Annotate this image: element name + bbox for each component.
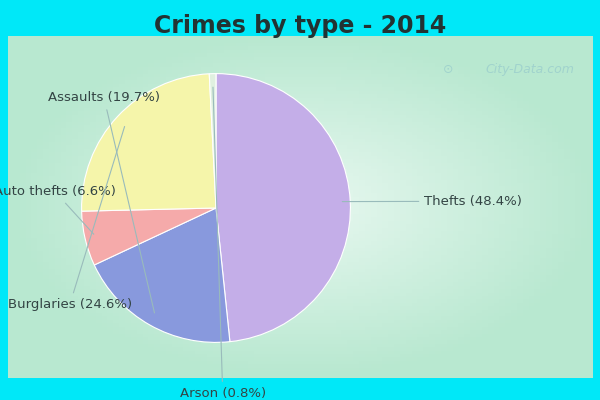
Wedge shape (209, 74, 216, 208)
Text: Thefts (48.4%): Thefts (48.4%) (342, 195, 522, 208)
Text: City-Data.com: City-Data.com (486, 63, 575, 76)
Text: ⊙: ⊙ (443, 63, 454, 76)
Wedge shape (82, 74, 216, 211)
Wedge shape (94, 208, 230, 342)
Text: Crimes by type - 2014: Crimes by type - 2014 (154, 14, 446, 38)
Text: Arson (0.8%): Arson (0.8%) (179, 87, 266, 400)
Text: Auto thefts (6.6%): Auto thefts (6.6%) (0, 185, 116, 234)
Text: Burglaries (24.6%): Burglaries (24.6%) (8, 126, 132, 311)
Wedge shape (216, 74, 350, 342)
Text: Assaults (19.7%): Assaults (19.7%) (48, 91, 160, 313)
Wedge shape (82, 208, 216, 265)
